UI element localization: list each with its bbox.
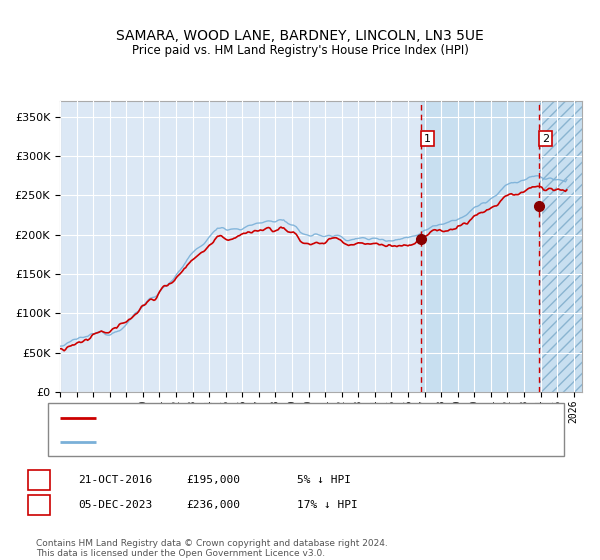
Text: 2: 2 bbox=[542, 134, 549, 144]
Bar bbox=[539, 101, 582, 392]
Text: HPI: Average price, detached house, West Lindsey: HPI: Average price, detached house, West… bbox=[105, 436, 367, 446]
Text: 1: 1 bbox=[424, 134, 431, 144]
Text: SAMARA, WOOD LANE, BARDNEY, LINCOLN, LN3 5UE (detached house): SAMARA, WOOD LANE, BARDNEY, LINCOLN, LN3… bbox=[105, 413, 475, 423]
Text: £195,000: £195,000 bbox=[186, 475, 240, 485]
Text: 05-DEC-2023: 05-DEC-2023 bbox=[78, 500, 152, 510]
Text: SAMARA, WOOD LANE, BARDNEY, LINCOLN, LN3 5UE: SAMARA, WOOD LANE, BARDNEY, LINCOLN, LN3… bbox=[116, 29, 484, 44]
Text: 21-OCT-2016: 21-OCT-2016 bbox=[78, 475, 152, 485]
Text: 1: 1 bbox=[35, 475, 43, 485]
Text: 5% ↓ HPI: 5% ↓ HPI bbox=[297, 475, 351, 485]
Text: £236,000: £236,000 bbox=[186, 500, 240, 510]
Text: 2: 2 bbox=[35, 500, 43, 510]
Text: 17% ↓ HPI: 17% ↓ HPI bbox=[297, 500, 358, 510]
Text: Price paid vs. HM Land Registry's House Price Index (HPI): Price paid vs. HM Land Registry's House … bbox=[131, 44, 469, 57]
Text: Contains HM Land Registry data © Crown copyright and database right 2024.
This d: Contains HM Land Registry data © Crown c… bbox=[36, 539, 388, 558]
Bar bbox=[421, 101, 582, 392]
